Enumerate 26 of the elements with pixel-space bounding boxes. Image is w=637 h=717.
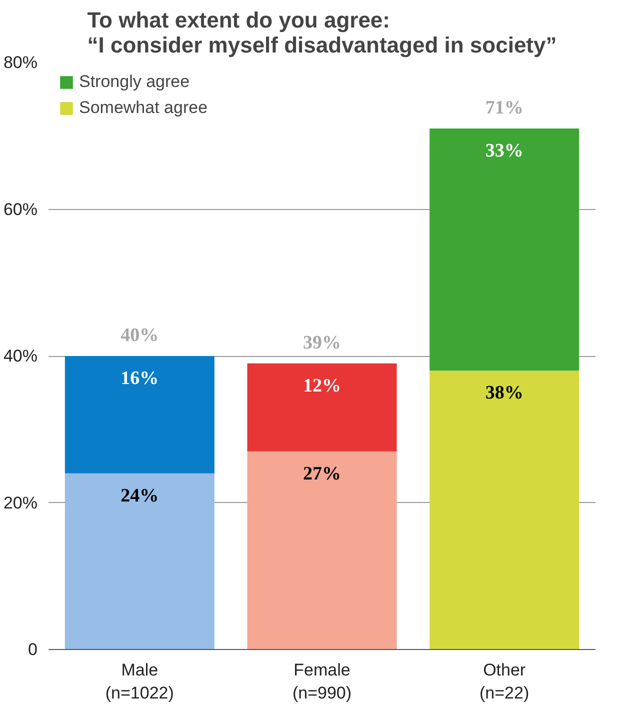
total-label: 71% [485,98,524,119]
legend-label: Somewhat agree [79,98,208,118]
bar [430,128,580,371]
bar [64,356,214,474]
bar [430,370,580,650]
y-tick-label: 60% [3,200,38,219]
total-label: 40% [120,325,159,346]
data-label: 27% [303,463,341,484]
y-tick-label: 80% [3,53,38,72]
data-label: 12% [303,375,341,396]
x-tick-label: Male (n=1022) [105,660,174,702]
chart-title: To what extent do you agree: “I consider myself disadvantaged in society” [87,8,557,58]
data-label: 33% [485,140,524,162]
bar [247,451,397,650]
bar [64,473,214,650]
data-label: 16% [120,368,159,389]
data-label: 24% [120,485,159,506]
y-tick-label: 0 [28,640,38,659]
y-tick-label: 40% [3,346,38,366]
bar [247,363,397,452]
x-tick-label: Other (n=22) [480,660,530,702]
y-tick-label: 20% [3,493,38,512]
data-label: 38% [485,382,524,404]
total-label: 39% [303,332,341,354]
legend-label: Strongly agree [79,72,190,92]
x-tick-label: Female (n=990) [292,660,352,702]
